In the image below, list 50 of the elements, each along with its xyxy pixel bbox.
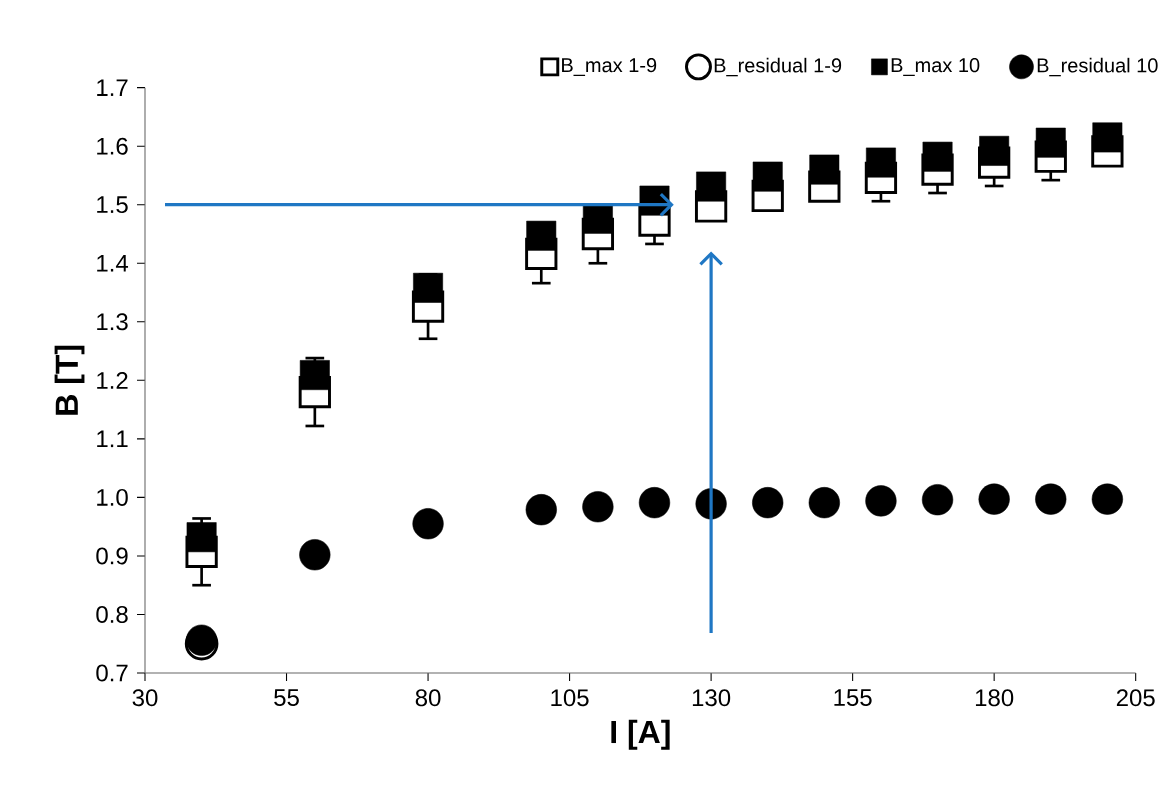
x-tick-label: 30 bbox=[132, 689, 158, 707]
point bbox=[809, 154, 840, 185]
point bbox=[1092, 122, 1123, 153]
legend-label: B_residual 1-9 bbox=[714, 57, 842, 77]
y-tick-label: 0.8 bbox=[96, 605, 128, 623]
x-tick-label: 55 bbox=[274, 689, 299, 707]
x-tick-label: 105 bbox=[551, 689, 589, 707]
x-tick-label: 205 bbox=[1116, 689, 1155, 707]
point bbox=[979, 135, 1010, 166]
point bbox=[1035, 483, 1067, 515]
point bbox=[525, 494, 557, 526]
point bbox=[808, 487, 840, 519]
legend-label: B_max 1-9 bbox=[562, 58, 657, 77]
y-tick-label: 1.0 bbox=[97, 488, 128, 506]
point bbox=[921, 484, 954, 516]
point bbox=[1035, 127, 1066, 158]
y-axis-title: B [T] bbox=[54, 345, 85, 415]
x-axis-title: I [A] bbox=[611, 719, 670, 750]
y-tick-label: 0.7 bbox=[96, 664, 128, 682]
point bbox=[412, 508, 444, 540]
y-tick-label: 0.9 bbox=[96, 547, 128, 565]
x-tick-label: 80 bbox=[415, 689, 441, 707]
legend-label: B_max 10 bbox=[891, 58, 980, 77]
point bbox=[299, 539, 331, 571]
point bbox=[582, 491, 614, 523]
y-tick-label: 1.2 bbox=[97, 371, 128, 389]
point bbox=[638, 487, 671, 519]
point bbox=[413, 272, 443, 303]
point bbox=[582, 203, 613, 234]
x-tick-label: 130 bbox=[692, 689, 731, 707]
y-tick-label: 1.3 bbox=[97, 313, 128, 331]
point bbox=[186, 624, 218, 656]
point bbox=[752, 487, 784, 519]
point bbox=[978, 483, 1010, 515]
legend-label: B_residual 10 bbox=[1037, 57, 1158, 77]
y-tick-label: 1.5 bbox=[97, 196, 128, 214]
x-tick-label: 155 bbox=[834, 689, 872, 707]
x-tick-label: 180 bbox=[975, 689, 1014, 707]
point bbox=[186, 522, 217, 553]
point bbox=[526, 220, 557, 251]
point bbox=[922, 141, 953, 172]
y-tick-label: 1.7 bbox=[97, 79, 128, 96]
y-tick-label: 1.4 bbox=[97, 254, 129, 272]
point bbox=[1091, 483, 1123, 515]
y-tick-label: 1.6 bbox=[97, 137, 128, 155]
point bbox=[865, 485, 897, 517]
point bbox=[866, 147, 896, 178]
point bbox=[696, 171, 727, 202]
point bbox=[752, 161, 783, 192]
y-tick-label: 1.1 bbox=[97, 430, 128, 448]
